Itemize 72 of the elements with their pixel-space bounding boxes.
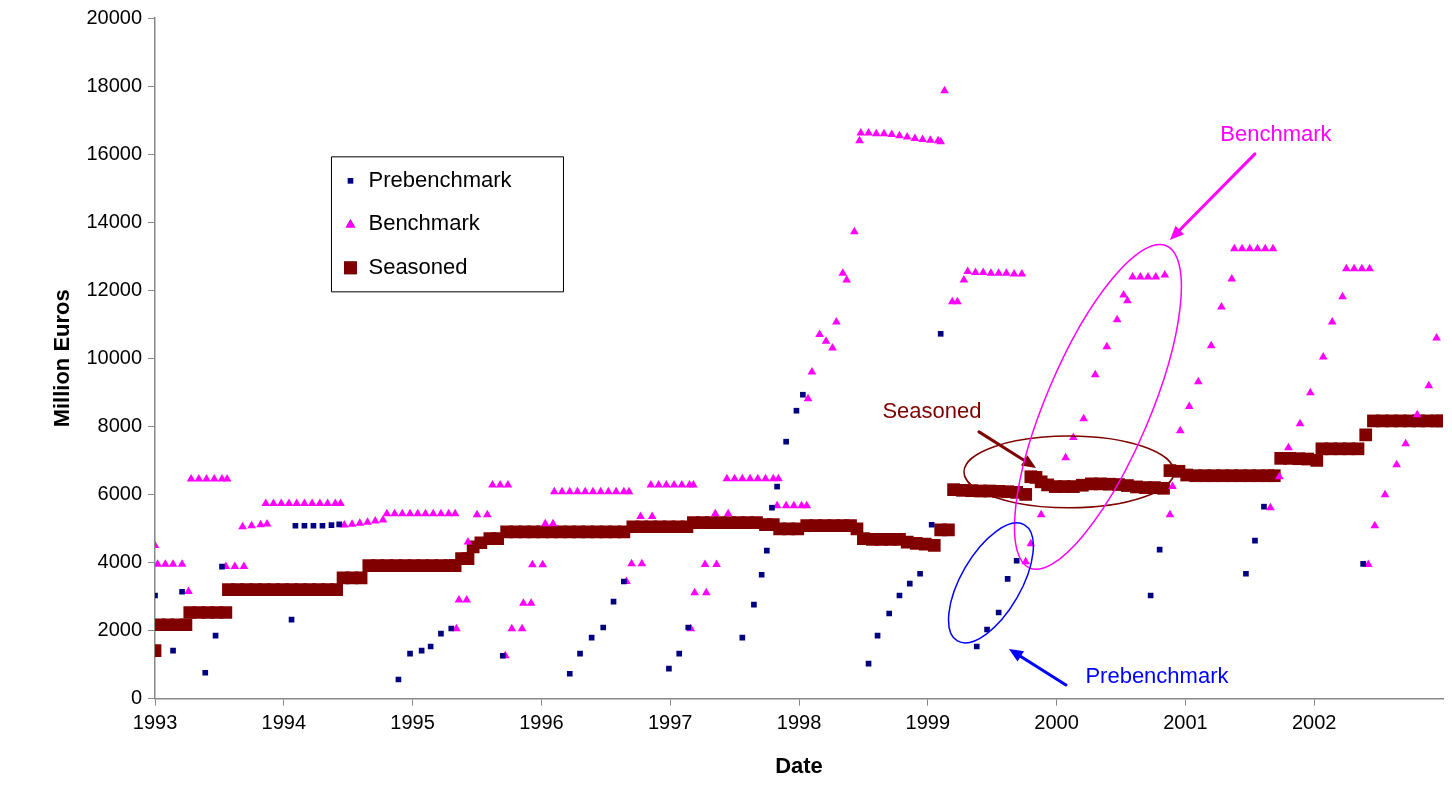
y-tick-label: 2000 xyxy=(97,618,143,641)
point xyxy=(758,571,765,578)
point xyxy=(566,670,573,677)
x-tick-label: 1993 xyxy=(132,711,178,734)
point xyxy=(301,522,308,529)
point xyxy=(769,504,775,511)
point xyxy=(1360,561,1366,567)
annotation: Benchmark xyxy=(1220,120,1333,146)
y-tick-label: 10000 xyxy=(86,345,143,368)
y-tick-label: 14000 xyxy=(86,209,143,232)
point xyxy=(739,634,746,641)
x-tick-label: 1996 xyxy=(519,711,564,734)
point xyxy=(621,578,627,585)
legend-label: Seasoned xyxy=(368,253,468,279)
point xyxy=(886,610,892,617)
point xyxy=(937,330,944,337)
point xyxy=(763,547,770,554)
point xyxy=(1013,557,1020,564)
annotation: Prebenchmark xyxy=(1085,662,1230,688)
point xyxy=(906,580,913,587)
point xyxy=(310,522,317,529)
point xyxy=(219,563,225,570)
point xyxy=(292,522,299,529)
x-tick-label: 1997 xyxy=(647,711,693,734)
x-tick-label: 1999 xyxy=(905,711,951,734)
x-tick-label: 1995 xyxy=(390,711,435,734)
x-tick-label: 2002 xyxy=(1291,711,1337,734)
point xyxy=(676,650,683,657)
annotation: Seasoned xyxy=(882,397,982,423)
point xyxy=(1252,537,1258,544)
point xyxy=(600,624,607,631)
point xyxy=(666,665,672,672)
point xyxy=(170,647,176,654)
point xyxy=(1004,575,1011,582)
legend-label: Benchmark xyxy=(368,210,481,236)
y-tick-label: 6000 xyxy=(97,481,143,504)
x-tick-label: 1994 xyxy=(261,711,307,734)
x-tick-label: 1998 xyxy=(776,711,822,734)
point xyxy=(1243,570,1249,577)
point xyxy=(328,522,335,528)
point xyxy=(407,650,413,657)
point xyxy=(917,570,923,577)
y-tick-label: 18000 xyxy=(86,73,143,96)
x-tick-label: 2001 xyxy=(1163,711,1208,734)
y-axis-title: Million Euros xyxy=(49,289,75,428)
point xyxy=(685,624,692,631)
y-tick-label: 0 xyxy=(130,686,143,709)
y-tick-label: 16000 xyxy=(86,141,143,164)
point xyxy=(319,522,326,529)
point xyxy=(588,634,595,641)
y-tick-label: 20000 xyxy=(86,5,143,28)
point xyxy=(499,652,506,659)
point xyxy=(448,625,455,632)
point xyxy=(1261,503,1267,510)
y-tick-label: 4000 xyxy=(97,550,143,572)
point xyxy=(577,650,583,657)
point xyxy=(202,669,209,676)
x-tick-label: 2000 xyxy=(1034,711,1079,734)
point xyxy=(800,391,806,398)
point xyxy=(179,588,185,595)
point xyxy=(751,601,757,608)
point xyxy=(774,483,780,490)
point xyxy=(438,630,444,637)
x-axis-title: Date xyxy=(775,752,823,778)
point xyxy=(973,643,980,650)
y-tick-label: 8000 xyxy=(97,413,143,436)
point xyxy=(793,407,800,414)
point xyxy=(336,521,343,528)
legend-label: Prebenchmark xyxy=(368,166,513,192)
point xyxy=(783,438,789,445)
point xyxy=(928,521,935,528)
y-tick-label: 12000 xyxy=(86,277,143,300)
